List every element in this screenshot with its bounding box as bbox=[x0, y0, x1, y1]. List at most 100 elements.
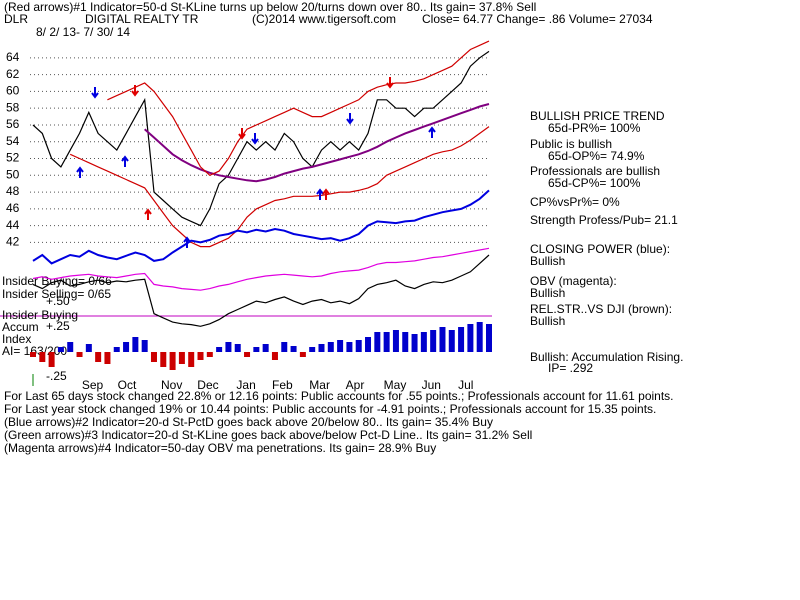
accum-bar bbox=[57, 347, 64, 352]
accum-bar bbox=[411, 334, 418, 352]
accum-bar bbox=[383, 332, 390, 352]
x-tick-label: May bbox=[384, 378, 407, 392]
y-tick-label: 54 bbox=[6, 134, 20, 148]
y-tick-label: 52 bbox=[6, 151, 20, 165]
footer-line: For Last 65 days stock changed 22.8% or … bbox=[4, 389, 674, 403]
accum-bar bbox=[420, 332, 427, 352]
quote: Close= 64.77 Change= .86 Volume= 27034 bbox=[422, 12, 653, 26]
series-line bbox=[32, 189, 490, 265]
accum-bar bbox=[48, 352, 55, 367]
signal-arrow bbox=[428, 126, 436, 138]
accum-bar bbox=[467, 324, 474, 352]
y-tick-label: 50 bbox=[6, 167, 20, 181]
y-tick-label: 42 bbox=[6, 235, 20, 249]
y-tick-label: +.50 bbox=[46, 294, 70, 308]
signal-arrow bbox=[386, 77, 394, 89]
y-tick-label: 62 bbox=[6, 67, 20, 81]
panel-text: OBV (magenta): bbox=[530, 274, 617, 288]
footer-line: (Green arrows)#3 Indicator=20-d St-KLine… bbox=[4, 428, 532, 442]
signal-arrow bbox=[76, 166, 84, 178]
accum-bar bbox=[430, 330, 437, 352]
accum-bar bbox=[365, 337, 372, 352]
accum-bar bbox=[132, 337, 139, 352]
accum-bar bbox=[160, 352, 167, 367]
x-tick-label: Jan bbox=[236, 378, 255, 392]
x-tick-label: Jul bbox=[458, 378, 473, 392]
accum-bar bbox=[262, 344, 269, 352]
accum-bar bbox=[346, 342, 353, 352]
series-line bbox=[69, 126, 490, 248]
accum-bar bbox=[374, 332, 381, 352]
series-line bbox=[144, 103, 490, 183]
ticker: DLR bbox=[4, 12, 28, 26]
panel-text: Bullish: Accumulation Rising. bbox=[530, 350, 683, 364]
panel-text: IP= .292 bbox=[548, 361, 593, 375]
accum-bar bbox=[206, 352, 213, 357]
panel-text: Strength Profess/Pub= 21.1 bbox=[530, 213, 678, 227]
accum-bar bbox=[439, 327, 446, 352]
accum-bar bbox=[299, 352, 306, 357]
x-tick-label: Feb bbox=[272, 378, 293, 392]
y-tick-label: 60 bbox=[6, 84, 20, 98]
panel-text: 65d-PR%= 100% bbox=[548, 121, 641, 135]
signal-arrow bbox=[131, 85, 139, 97]
series-line bbox=[32, 50, 490, 227]
accum-bar bbox=[253, 347, 260, 352]
x-tick-label: Jun bbox=[422, 378, 441, 392]
dates: 8/ 2/ 13- 7/ 30/ 14 bbox=[36, 25, 130, 39]
accum-bar bbox=[271, 352, 278, 360]
accum-bar bbox=[244, 352, 251, 357]
panel-text: Professionals are bullish bbox=[530, 164, 660, 178]
accum-bar bbox=[402, 332, 409, 352]
accum-bar bbox=[234, 344, 241, 352]
accum-bar bbox=[85, 344, 92, 352]
series-line bbox=[107, 40, 490, 177]
y-tick-label: 56 bbox=[6, 117, 20, 131]
company: DIGITAL REALTY TR bbox=[85, 12, 199, 26]
y-tick-label: -.25 bbox=[46, 369, 67, 383]
footer-line: (Blue arrows)#2 Indicator=20-d St-PctD g… bbox=[4, 415, 493, 429]
signal-arrow bbox=[322, 188, 330, 200]
panel-text: Bullish bbox=[530, 286, 565, 300]
signal-arrow bbox=[121, 155, 129, 167]
series-line bbox=[32, 247, 490, 291]
copyright: (C)2014 www.tigersoft.com bbox=[252, 12, 396, 26]
accum-bar bbox=[188, 352, 195, 367]
left-note: Index bbox=[2, 332, 31, 346]
signal-arrow bbox=[91, 87, 99, 99]
signal-arrow bbox=[183, 236, 191, 248]
accum-bar bbox=[178, 352, 185, 364]
accum-bar bbox=[486, 324, 492, 352]
footer-line: (Magenta arrows)#4 Indicator=50-day OBV … bbox=[4, 441, 436, 455]
panel-text: REL.STR..VS DJI (brown): bbox=[530, 302, 672, 316]
accum-bar bbox=[39, 352, 46, 362]
accum-bar bbox=[141, 340, 148, 352]
accum-bar bbox=[290, 346, 297, 352]
panel-text: BULLISH PRICE TREND bbox=[530, 109, 665, 123]
series-line bbox=[32, 254, 490, 327]
accum-bar bbox=[355, 340, 362, 352]
panel-text: Bullish bbox=[530, 254, 565, 268]
accum-bar bbox=[476, 322, 483, 352]
panel-text: 65d-CP%= 100% bbox=[548, 176, 641, 190]
accum-bar bbox=[318, 344, 325, 352]
x-tick-label: Nov bbox=[161, 378, 182, 392]
accum-bar bbox=[327, 342, 334, 352]
y-tick-label: 48 bbox=[6, 184, 20, 198]
accum-bar bbox=[67, 342, 74, 352]
accum-bar bbox=[113, 347, 120, 352]
accum-bar bbox=[76, 352, 83, 357]
x-tick-label: Dec bbox=[197, 378, 218, 392]
left-note: Accum bbox=[2, 320, 39, 334]
x-tick-label: Mar bbox=[309, 378, 330, 392]
left-note: Insider Buying bbox=[2, 308, 78, 322]
accum-bar bbox=[458, 327, 465, 352]
signal-arrow bbox=[144, 208, 152, 220]
panel-text: 65d-OP%= 74.9% bbox=[548, 149, 645, 163]
accum-bar bbox=[337, 340, 344, 352]
signal-arrow bbox=[316, 188, 324, 200]
accum-bar bbox=[123, 342, 130, 352]
accum-bar bbox=[169, 352, 176, 370]
accum-bar bbox=[95, 352, 102, 362]
